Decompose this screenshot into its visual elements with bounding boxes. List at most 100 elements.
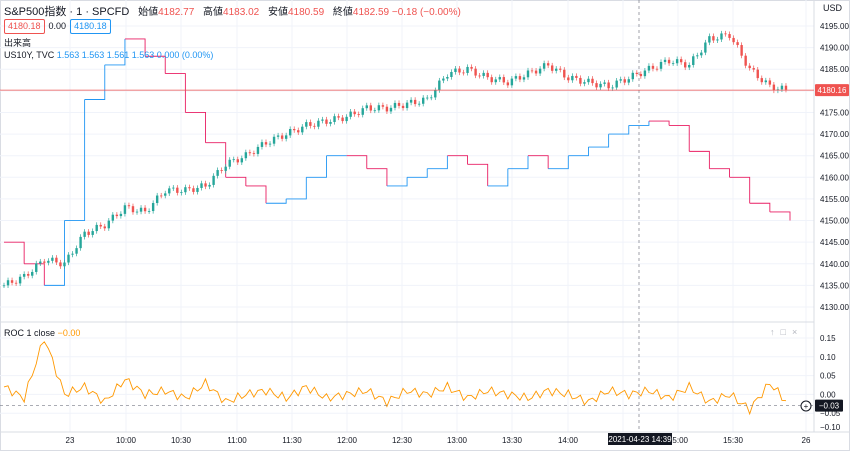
candle-body <box>143 207 147 212</box>
overlay-step-segment <box>225 176 247 186</box>
candle-body <box>107 220 110 229</box>
candle-body <box>224 166 227 171</box>
roc-current-value: −0.03 <box>819 402 840 411</box>
candle-body <box>139 207 143 212</box>
change-value: −0.18 (−0.00%) <box>391 7 461 18</box>
candle-body <box>349 111 352 117</box>
candle-body <box>341 117 344 122</box>
candle-body <box>732 37 735 43</box>
candle-body <box>317 120 320 127</box>
roc-line <box>3 341 787 416</box>
candle-body <box>555 68 558 71</box>
overlay-step-segment <box>427 155 448 170</box>
add-alert-icon[interactable] <box>800 400 812 412</box>
roc-tick-label: −0.05 <box>820 409 841 418</box>
candle-body <box>667 59 671 64</box>
candle-body <box>397 102 401 106</box>
candle-body <box>764 80 768 83</box>
candle-body <box>357 114 360 115</box>
maximize-icon[interactable]: □ <box>780 327 792 337</box>
candle-body <box>575 75 578 78</box>
price-axis[interactable]: 4195.004190.004185.004180.004175.004170.… <box>820 22 849 312</box>
candle-body <box>176 187 179 193</box>
overlay-step-segment <box>407 168 428 178</box>
symbol-title[interactable]: S&P500指数 · 1 · SPCFD <box>4 6 130 18</box>
overlay-step-segment <box>366 168 388 186</box>
move-up-icon[interactable]: ↑ <box>770 327 781 337</box>
candle-body <box>748 65 751 69</box>
candle-body <box>716 39 719 41</box>
candle-body <box>240 158 244 163</box>
overlay-values: 1.563 1.563 1.561 1.563 0.000 (0.00%) <box>56 50 214 60</box>
candle-body <box>442 78 445 81</box>
candle-body <box>474 68 477 76</box>
candle-body <box>264 142 268 145</box>
roc-legend[interactable]: ROC 1 close −0.00 <box>4 328 80 338</box>
bid-ask-row: 4180.18 0.00 4180.18 <box>4 19 111 34</box>
overlay-step-segment <box>124 38 146 57</box>
time-tick-label: 10:30 <box>171 436 192 445</box>
candle-body <box>510 78 514 86</box>
candle-body <box>369 105 372 111</box>
candle-body <box>494 79 497 83</box>
candle-body <box>325 119 328 124</box>
time-tick-label: 15:30 <box>723 436 744 445</box>
roc-tick-label: −0.10 <box>820 423 841 432</box>
candle-body <box>506 82 510 86</box>
candle-body <box>639 73 643 77</box>
candle-body <box>631 72 634 80</box>
overlay-step-segment <box>266 198 287 204</box>
high-value: 4183.02 <box>223 7 260 18</box>
currency-label[interactable]: USD <box>823 3 843 13</box>
candle-body <box>688 64 691 68</box>
candle-body <box>276 135 280 137</box>
close-icon[interactable]: × <box>791 327 804 337</box>
candle-body <box>679 59 683 63</box>
price-tick-label: 4190.00 <box>820 44 849 53</box>
sp500-candles <box>2 30 788 288</box>
time-tick-label: 13:00 <box>447 436 468 445</box>
candle-body <box>708 36 711 43</box>
candle-body <box>583 82 586 84</box>
candle-body <box>615 80 618 88</box>
candle-body <box>611 87 614 89</box>
overlay-legend[interactable]: US10Y, TVC 1.563 1.563 1.561 1.563 0.000… <box>4 50 213 60</box>
candle-body <box>329 121 332 124</box>
candle-body <box>26 273 30 276</box>
candle-body <box>321 119 324 121</box>
overlay-step-segment <box>507 155 529 170</box>
overlay-step-segment <box>205 142 227 178</box>
candle-body <box>486 72 489 78</box>
candle-body <box>280 135 284 139</box>
candle-body <box>784 85 788 90</box>
candle-body <box>228 159 231 167</box>
candle-body <box>655 68 659 70</box>
candle-body <box>236 159 239 163</box>
candle-body <box>172 187 175 189</box>
candle-body <box>567 77 570 81</box>
time-axis[interactable]: 23 10:00 10:30 11:00 11:30 12:00 12:30 13:00 13:… <box>66 436 811 445</box>
candle-body <box>692 56 695 65</box>
open-label: 始値 <box>138 7 159 18</box>
current-price-badge: 4180.16 <box>815 84 849 97</box>
candle-body <box>252 153 256 154</box>
price-tick-label: 4185.00 <box>820 65 849 74</box>
candle-body <box>345 116 348 122</box>
candle-body <box>724 33 727 35</box>
roc-series <box>3 341 787 416</box>
overlay-step-segment <box>64 99 86 221</box>
sell-button[interactable]: 4180.18 <box>4 19 45 34</box>
candle-body <box>131 206 135 213</box>
roc-params: 1 close <box>26 328 56 338</box>
candle-body <box>184 187 187 193</box>
volume-legend[interactable]: 出来高 <box>4 38 32 48</box>
buy-button[interactable]: 4180.18 <box>70 19 111 34</box>
overlay-step-segment <box>44 220 65 286</box>
roc-axis[interactable]: 0.15 0.10 0.05 0.00 −0.05 −0.10 <box>820 334 841 432</box>
open-value: 4182.77 <box>158 7 195 18</box>
crosshair-time-badge: 2021-04-23 14:39 <box>608 433 672 445</box>
candle-body <box>389 107 393 112</box>
candle-body <box>103 226 106 229</box>
overlay-step-segment <box>447 155 468 165</box>
